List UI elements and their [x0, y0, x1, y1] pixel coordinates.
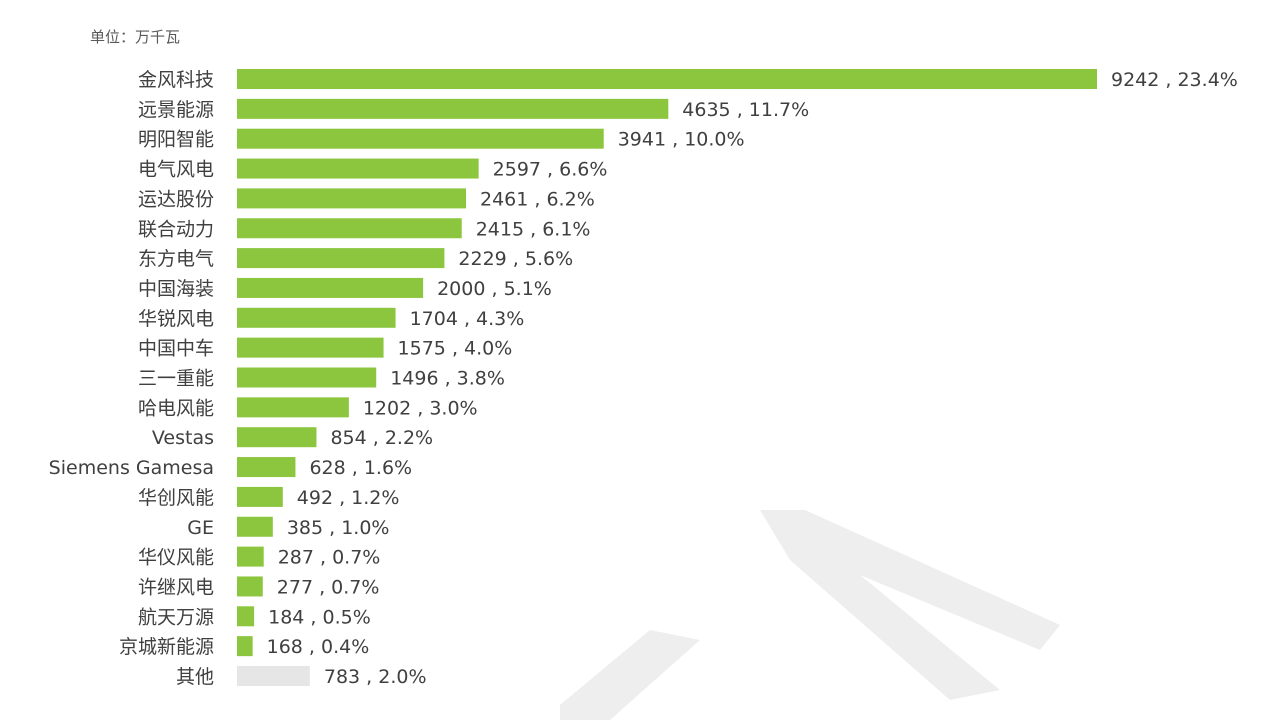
- watermark: [560, 510, 1060, 720]
- data-label: 854 , 2.2%: [330, 427, 433, 449]
- unit-label: 单位：万千瓦: [90, 28, 180, 46]
- data-label: 628 , 1.6%: [309, 457, 412, 479]
- data-label: 9242 , 23.4%: [1111, 69, 1238, 91]
- bar: [237, 98, 669, 119]
- bar: [237, 307, 396, 328]
- data-label: 1202 , 3.0%: [363, 397, 478, 419]
- data-label: 1496 , 3.8%: [390, 368, 505, 390]
- bar: [237, 427, 317, 448]
- category-label: 明阳智能: [138, 129, 214, 151]
- category-label: 中国中车: [138, 338, 214, 360]
- bar: [237, 248, 445, 269]
- data-label: 2415 , 6.1%: [476, 218, 591, 240]
- category-label: 许继风电: [138, 576, 214, 598]
- category-label: 东方电气: [138, 248, 214, 270]
- category-label: GE: [187, 517, 214, 539]
- data-label: 2000 , 5.1%: [437, 278, 552, 300]
- data-label: 2461 , 6.2%: [480, 188, 595, 210]
- category-label: 哈电风能: [138, 397, 214, 419]
- data-label: 184 , 0.5%: [268, 606, 371, 628]
- category-label: 运达股份: [138, 188, 214, 210]
- data-label: 1575 , 4.0%: [398, 338, 513, 360]
- bar: [237, 337, 384, 358]
- data-label: 2229 , 5.6%: [458, 248, 573, 270]
- category-label: 华仪风能: [138, 547, 214, 569]
- bar: [237, 128, 604, 149]
- data-label: 2597 , 6.6%: [493, 159, 608, 181]
- bar: [237, 69, 1097, 89]
- data-label: 783 , 2.0%: [324, 666, 427, 688]
- category-label: Siemens Gamesa: [49, 457, 214, 479]
- bar: [237, 576, 263, 597]
- category-label: 联合动力: [138, 218, 214, 240]
- data-label: 1704 , 4.3%: [410, 308, 525, 330]
- category-label: 金风科技: [138, 69, 214, 91]
- bar: [237, 367, 377, 388]
- data-label: 492 , 1.2%: [297, 487, 400, 509]
- category-label: 华创风能: [138, 487, 214, 509]
- bar: [237, 606, 255, 627]
- category-label: 中国海装: [138, 278, 214, 300]
- data-label: 4635 , 11.7%: [682, 99, 809, 121]
- category-label: 远景能源: [138, 99, 214, 121]
- bar: [237, 516, 273, 537]
- bar: [237, 486, 283, 507]
- bar: [237, 636, 253, 657]
- data-label: 385 , 1.0%: [287, 517, 390, 539]
- category-label: 电气风电: [138, 159, 214, 181]
- bar: [237, 666, 310, 686]
- category-label: 航天万源: [138, 606, 214, 628]
- bar: [237, 218, 462, 239]
- category-label: 华锐风电: [138, 308, 214, 330]
- data-label: 3941 , 10.0%: [618, 129, 745, 151]
- category-label: 三一重能: [138, 368, 214, 390]
- bar: [237, 188, 467, 209]
- bar: [237, 546, 264, 567]
- bar: [237, 158, 479, 179]
- data-label: 168 , 0.4%: [267, 636, 370, 658]
- category-label: 其他: [176, 666, 214, 688]
- bars-layer: 金风科技 9242 , 23.4% 远景能源 4635 , 11.7% 明阳智能 3941…: [49, 69, 1238, 688]
- bar: [237, 397, 349, 418]
- category-label: 京城新能源: [119, 636, 214, 658]
- bar: [237, 277, 424, 298]
- category-label: Vestas: [152, 427, 214, 449]
- data-label: 287 , 0.7%: [278, 547, 381, 569]
- data-label: 277 , 0.7%: [277, 576, 380, 598]
- bar: [237, 457, 296, 478]
